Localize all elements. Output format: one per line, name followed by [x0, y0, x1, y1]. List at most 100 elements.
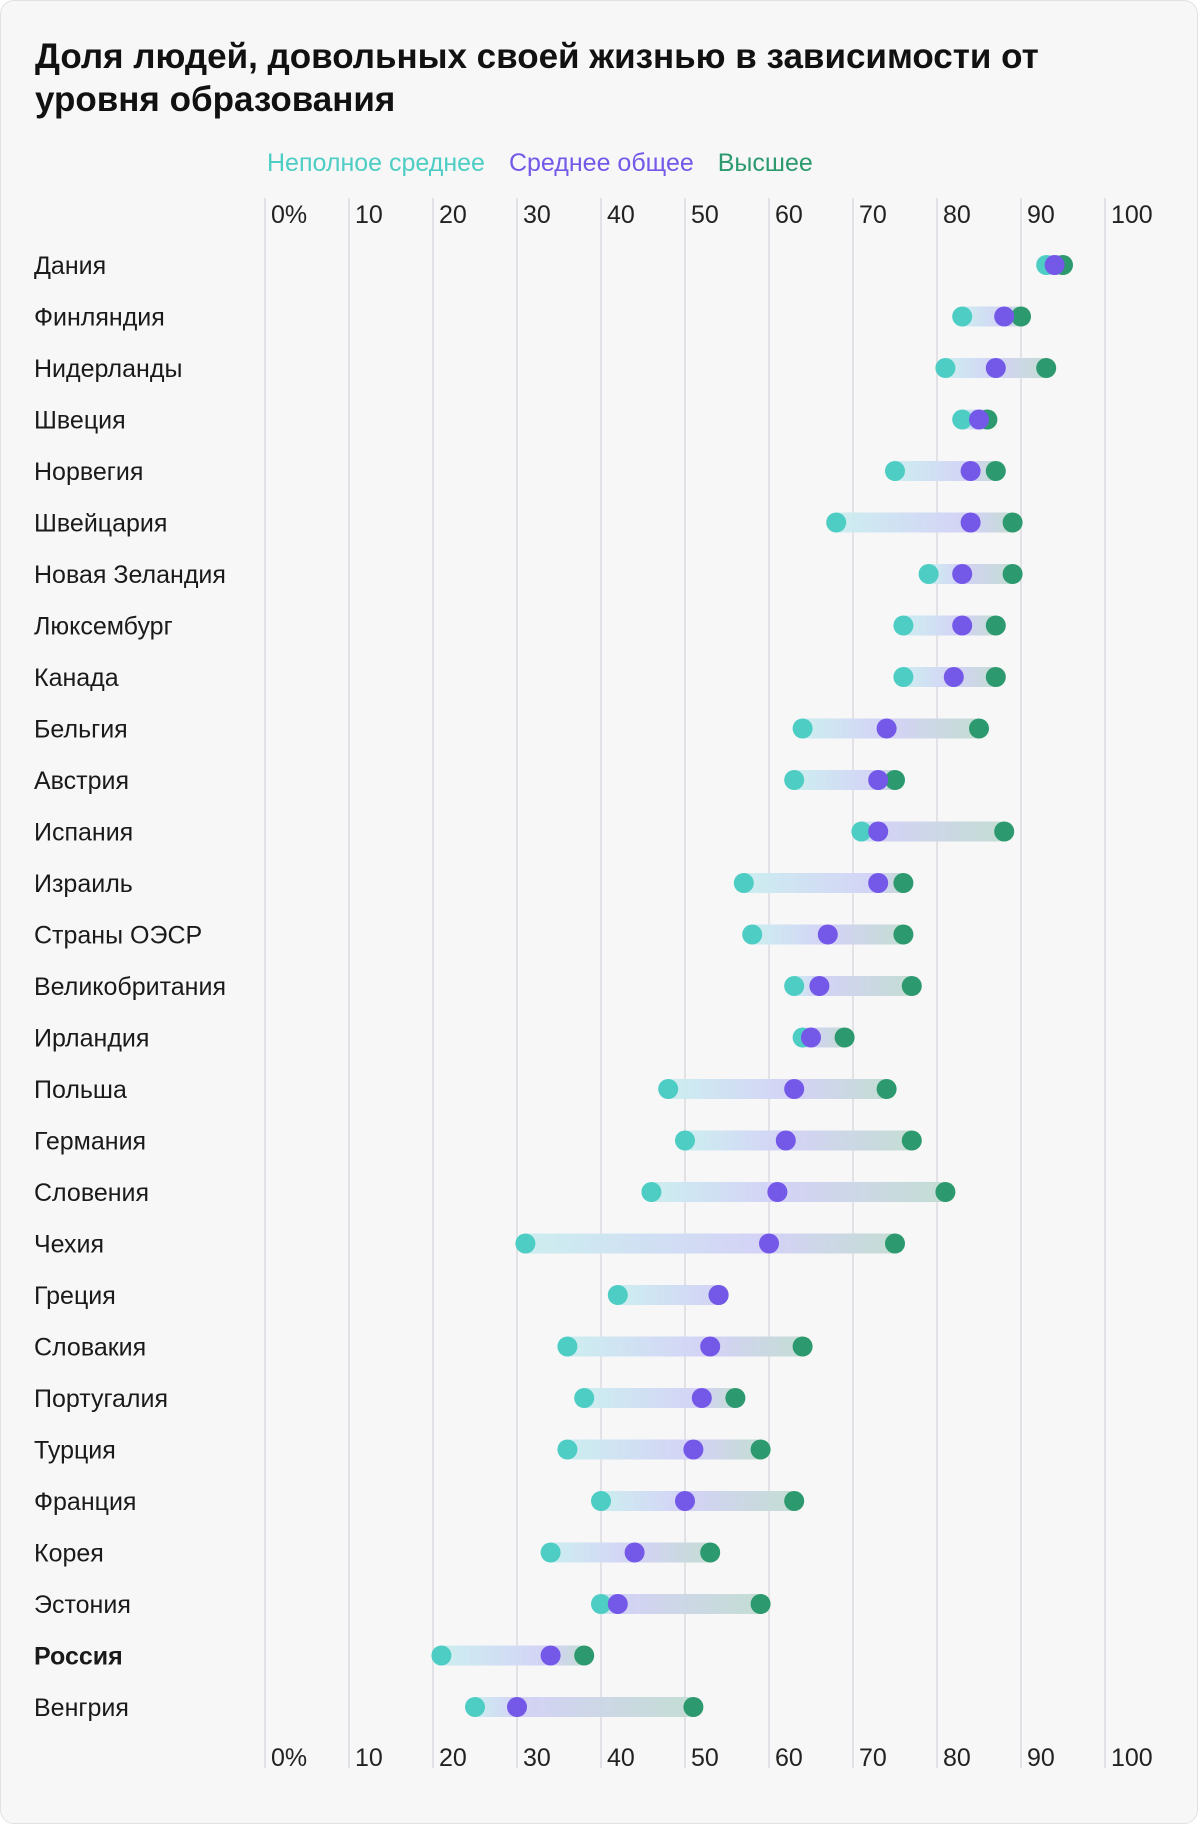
legend-item-middle: Среднее общее [508, 149, 694, 177]
point-higher [784, 1491, 805, 1511]
point-lower [784, 770, 805, 790]
country-label: Нидерланды [34, 355, 182, 383]
point-lower [918, 564, 939, 584]
range-bar-lower-middle [567, 1439, 694, 1460]
range-bar-lower-middle [651, 1182, 778, 1202]
point-lower [935, 358, 956, 378]
point-middle [943, 667, 964, 687]
point-lower [574, 1388, 595, 1408]
range-bar-middle-higher [685, 1491, 795, 1511]
range-bar-middle-higher [970, 512, 1013, 533]
range-bar-middle-higher [962, 564, 1013, 584]
point-lower [641, 1182, 662, 1202]
country-label: Испания [34, 819, 133, 847]
point-higher [725, 1388, 746, 1408]
country-label: Венгрия [34, 1694, 129, 1722]
country-label: Франция [34, 1488, 136, 1516]
point-lower [784, 976, 805, 996]
point-middle [952, 564, 973, 584]
point-lower [465, 1697, 485, 1717]
range-bar-middle-higher [819, 976, 912, 996]
point-lower [826, 512, 847, 533]
range-bar-lower-middle [752, 924, 828, 945]
country-label: Германия [34, 1128, 146, 1156]
range-bar-middle-higher [785, 1130, 912, 1151]
range-bar-middle-higher [769, 1233, 895, 1254]
range-bar-lower-middle [525, 1233, 769, 1254]
point-lower [431, 1645, 452, 1666]
x-tick-label-bottom: 0% [271, 1744, 307, 1772]
chart-title: Доля людей, довольных своей жизнью в зав… [35, 37, 1039, 119]
point-higher [885, 770, 905, 790]
range-bar-middle-higher [617, 1594, 761, 1614]
point-higher [574, 1645, 595, 1666]
point-higher [893, 873, 914, 893]
point-middle [952, 615, 973, 636]
x-tick-label-top: 70 [859, 201, 887, 229]
point-higher [969, 718, 989, 739]
range-bar-lower-middle [903, 667, 954, 687]
point-higher [901, 1130, 922, 1151]
range-bar-middle-higher [995, 358, 1047, 378]
range-bar-middle-higher [693, 1439, 761, 1460]
point-lower [591, 1594, 611, 1614]
point-middle [775, 1130, 796, 1151]
point-lower [952, 409, 973, 430]
x-tick-label-top: 30 [523, 201, 551, 229]
point-middle [994, 306, 1015, 327]
country-label: Польша [34, 1076, 127, 1104]
range-bar-lower-middle [668, 1079, 795, 1099]
country-label: Чехия [34, 1231, 104, 1259]
point-lower [851, 821, 872, 842]
point-higher [885, 1233, 905, 1254]
point-higher [1036, 358, 1057, 378]
x-tick-label-top: 80 [943, 201, 971, 229]
point-middle [624, 1542, 645, 1563]
point-lower [607, 1285, 628, 1305]
point-middle [700, 1336, 721, 1357]
country-label: Турция [34, 1437, 116, 1465]
point-middle [607, 1594, 628, 1614]
range-bar-lower-middle [895, 461, 971, 481]
x-tick-label-top: 40 [607, 201, 635, 229]
country-label: Новая Зеландия [34, 561, 226, 589]
point-higher [985, 461, 1006, 481]
range-bar-lower-middle [584, 1388, 702, 1408]
country-label: Швеция [34, 407, 126, 435]
point-middle [759, 1233, 779, 1254]
point-middle [675, 1491, 695, 1511]
x-tick-label-bottom: 80 [943, 1744, 971, 1772]
point-middle [960, 512, 981, 533]
range-bar-lower-middle [836, 512, 971, 533]
x-tick-label-bottom: 50 [691, 1744, 719, 1772]
range-bar-lower-middle [903, 615, 963, 636]
point-middle [540, 1645, 561, 1666]
point-middle [868, 821, 889, 842]
x-tick-label-bottom: 90 [1027, 1744, 1055, 1772]
x-tick-label-bottom: 10 [355, 1744, 383, 1772]
range-bar-lower-middle [962, 306, 1005, 327]
point-middle [868, 770, 889, 790]
range-bar-middle-higher [794, 1079, 887, 1099]
point-middle [1044, 255, 1065, 275]
x-tick-label-top: 100 [1111, 201, 1153, 229]
point-middle [868, 873, 889, 893]
country-label: Ирландия [34, 1025, 149, 1053]
country-label: Корея [34, 1540, 104, 1568]
range-bar-lower-middle [441, 1645, 551, 1666]
point-middle [876, 718, 897, 739]
point-middle [985, 358, 1006, 378]
range-bar-middle-higher [634, 1542, 711, 1563]
point-lower [540, 1542, 561, 1563]
point-lower [733, 873, 754, 893]
x-tick-label-bottom: 30 [523, 1744, 551, 1772]
country-label: Португалия [34, 1385, 168, 1413]
range-bar-lower-middle [685, 1130, 786, 1151]
point-higher [935, 1182, 956, 1202]
x-tick-label-top: 10 [355, 201, 383, 229]
country-label: Австрия [34, 767, 129, 795]
point-higher [1011, 306, 1031, 327]
point-middle [708, 1285, 729, 1305]
point-middle [507, 1697, 527, 1717]
